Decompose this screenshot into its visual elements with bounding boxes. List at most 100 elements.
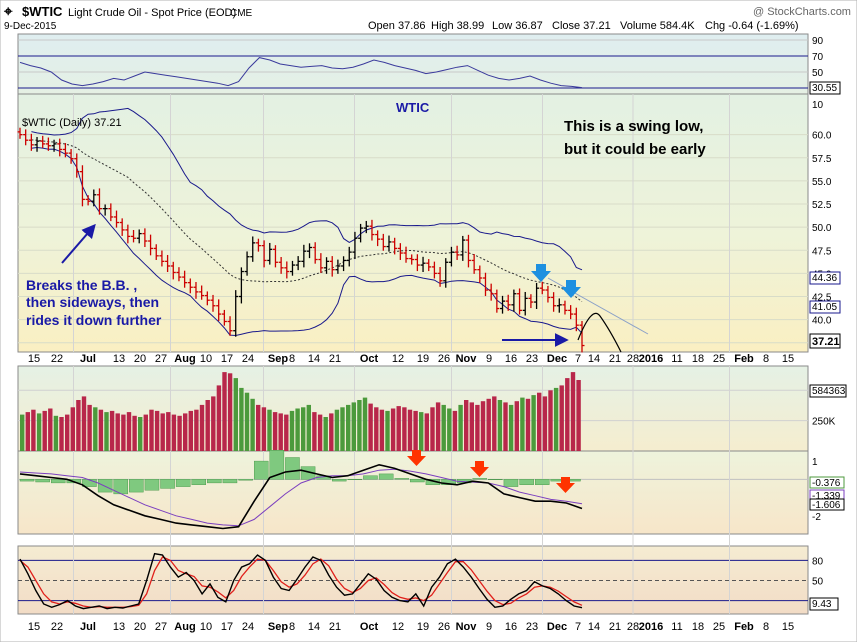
price-bar [556, 298, 562, 313]
x-axis-label: 20 [134, 621, 146, 633]
price-bar [420, 256, 426, 272]
price-bar [244, 251, 250, 276]
stochastic-tick-label: 50 [812, 577, 824, 588]
price-bar [460, 235, 466, 261]
volume-bar [396, 406, 401, 451]
volume-bar [109, 410, 115, 451]
annotation-could-be-early: but it could be early [564, 141, 706, 158]
volume-last-value: 584363 [812, 386, 846, 397]
volume-bar [452, 410, 458, 451]
price-bar [551, 292, 557, 312]
price-bar [482, 272, 488, 297]
price-tick-label: 55.0 [812, 177, 832, 188]
price-bar [346, 246, 352, 267]
price-bar [352, 231, 358, 260]
volume-bar [525, 398, 531, 451]
volume-bar [121, 414, 126, 451]
price-bar [517, 288, 523, 315]
chart-header: ⌖ $WTIC Light Crude Oil - Spot Price (EO… [3, 3, 851, 32]
price-bar [307, 243, 313, 259]
macd-histogram-bar [519, 479, 534, 485]
volume-bar [565, 378, 570, 451]
volume-bar [357, 400, 362, 451]
price-bar [505, 294, 511, 311]
volume-bar [520, 397, 525, 451]
volume-bar [98, 409, 104, 451]
volume-bar [351, 402, 356, 451]
x-axis-label: 13 [113, 353, 125, 365]
volume-bar [250, 398, 255, 451]
x-axis-label: Nov [456, 621, 478, 633]
price-tick-label: 52.5 [812, 200, 832, 211]
macd-histogram-bar [472, 478, 488, 480]
x-axis-label: 21 [609, 621, 621, 633]
price-bar [51, 139, 57, 152]
x-axis-label: 8 [289, 621, 295, 633]
price-bar [267, 242, 273, 265]
x-axis-label: 21 [329, 353, 341, 365]
blue-arrow-icon-1 [531, 264, 551, 282]
price-bar [114, 210, 120, 228]
price-panel [17, 93, 809, 353]
rsi-panel [17, 33, 809, 95]
annotation-arrow-bb [61, 223, 96, 264]
price-bar [85, 195, 91, 206]
x-axis-label: 11 [671, 621, 682, 633]
price-bar [79, 165, 85, 207]
volume-bar [475, 404, 480, 451]
volume-bar [362, 397, 368, 451]
x-axis-label: 19 [417, 621, 429, 633]
crosshair-icon[interactable]: ⌖ [3, 3, 13, 20]
price-bar [437, 267, 443, 287]
price-bar [153, 244, 159, 260]
volume-bar [390, 408, 396, 451]
price-bar [500, 295, 506, 314]
volume-bar [576, 380, 581, 451]
price-bar [261, 240, 267, 268]
macd-histogram-bar [175, 479, 191, 487]
x-axis-label: 8 [289, 353, 295, 365]
volume-bar [447, 408, 452, 451]
grid [18, 39, 808, 614]
volume-bar [368, 403, 373, 451]
x-axis-labels: 15 22 Jul 13 20 27 Aug 10 17 24 Sep 8 14 21 Oct 12 19 26 N… [28, 353, 794, 633]
x-axis-label: Oct [360, 353, 379, 365]
price-bar [187, 278, 193, 294]
volume-bar [385, 410, 390, 451]
x-axis-label: 16 [505, 353, 517, 365]
stockcharts-watermark[interactable]: @ StockCharts.com [753, 6, 851, 18]
volume-bar [143, 414, 148, 451]
red-arrow-icon-2 [470, 461, 489, 477]
price-bar [511, 289, 517, 312]
macd-hist-value: -0.376 [812, 478, 841, 489]
macd-histogram-bar [394, 478, 410, 480]
red-arrow-icon-3 [556, 477, 575, 493]
price-bar [125, 224, 131, 244]
x-axis-label: Jul [80, 353, 96, 365]
volume-bar [464, 400, 469, 451]
rsi-last-value: 30.55 [812, 83, 837, 94]
volume-bar [419, 412, 424, 451]
macd-histogram-bar [488, 479, 503, 480]
price-bar [369, 219, 375, 241]
price-bar [375, 230, 381, 247]
volume-bar [216, 385, 222, 451]
volume-bar [441, 404, 446, 451]
x-axis-label: 23 [526, 621, 538, 633]
price-bar [380, 233, 386, 251]
price-bar [233, 290, 239, 337]
price-bar [443, 258, 449, 288]
macd-histogram-bar [222, 479, 238, 484]
symbol-description: Light Crude Oil - Spot Price (EOD) [68, 7, 236, 19]
volume-bar [402, 407, 407, 451]
annotation-swing-low: This is a swing low, [564, 118, 703, 135]
volume-bar [76, 400, 81, 451]
price-bar [119, 218, 125, 236]
x-axis-label: 2016 [639, 353, 663, 365]
volume-bar [346, 404, 351, 451]
price-bar [539, 281, 545, 295]
x-axis-label: 28 [627, 353, 639, 365]
price-series [17, 107, 585, 353]
price-bar [568, 305, 574, 320]
x-axis-label: 2016 [639, 621, 663, 633]
